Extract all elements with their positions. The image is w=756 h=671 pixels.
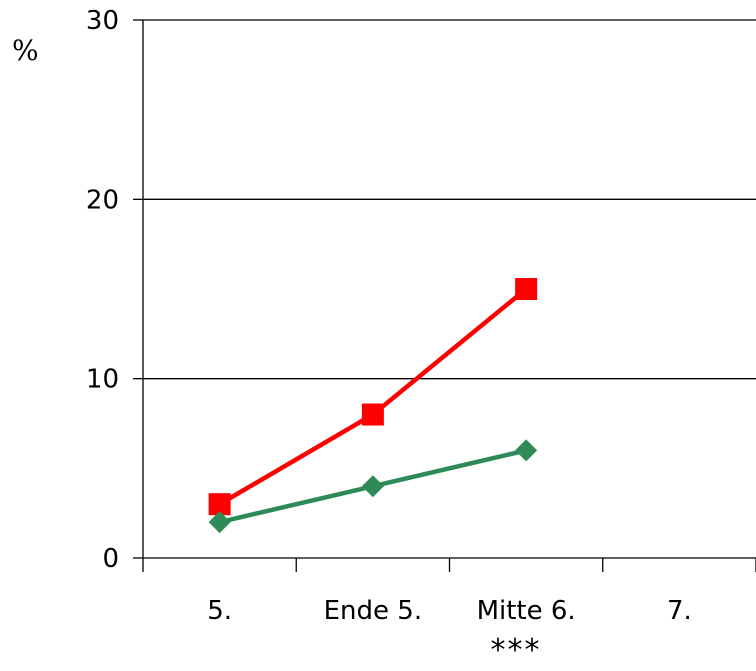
x-tick-label: 7. [667,596,692,626]
data-point-square [361,403,384,426]
y-tick-label: 0 [102,544,119,574]
y-tick-label: 30 [86,6,119,36]
y-tick-label: 10 [86,365,119,395]
y-tick-label: 20 [86,185,119,215]
data-point-diamond [208,511,231,534]
x-tick-labels: 5. Ende 5. Mitte 6. 7. [207,596,692,626]
data-point-square [515,278,538,300]
significance-annotation: *** [491,633,542,668]
x-tick-label: 5. [207,596,232,626]
series-2 [208,439,538,534]
gridlines [143,19,756,380]
series-line [218,287,528,507]
x-tick-label: Mitte 6. [477,596,576,626]
axes [133,19,756,572]
data-point-diamond [361,475,384,498]
y-tick-labels: 0 10 20 30 [86,6,119,574]
x-tick-label: Ende 5. [324,596,422,626]
series-group [208,278,538,534]
y-unit-label: % [12,34,39,67]
data-point-square [208,493,231,516]
data-point-diamond [515,439,538,462]
series-1 [208,278,538,516]
